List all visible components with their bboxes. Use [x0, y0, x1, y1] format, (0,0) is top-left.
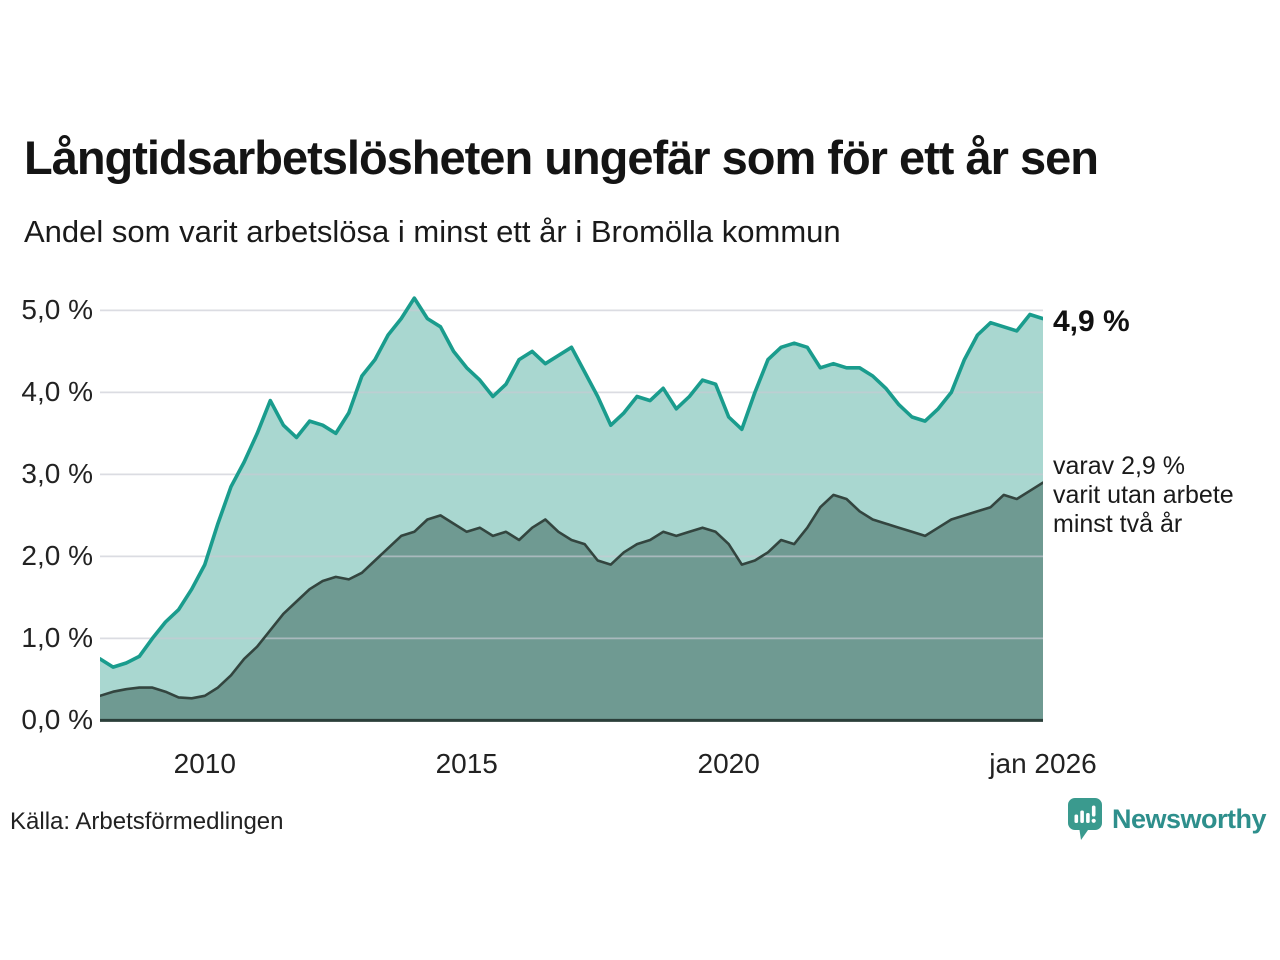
y-tick-label: 5,0 %: [21, 294, 93, 326]
x-tick-label: 2010: [173, 748, 236, 779]
page-title: Långtidsarbetslösheten ungefär som för e…: [24, 131, 1099, 184]
secondary-series-label-line3: minst två år: [1053, 510, 1183, 538]
series-line-2: [100, 481, 1043, 700]
secondary-series-label-line2: varit utan arbete: [1053, 481, 1234, 509]
newsworthy-logo-text: Newsworthy: [1111, 803, 1267, 834]
x-tick-label: 2020: [697, 748, 760, 779]
newsworthy-logo-icon: [1067, 798, 1102, 840]
series-line-1: [100, 296, 1043, 669]
latest-value-label: 4,9 %: [1053, 305, 1130, 338]
series-area-2: [100, 482, 1043, 721]
y-tick-label: 2,0 %: [21, 540, 93, 572]
y-tick-label: 4,0 %: [21, 376, 93, 408]
newsworthy-logo: Newsworthy: [1067, 798, 1267, 840]
y-tick-label: 0,0 %: [21, 704, 93, 736]
chart-subtitle: Andel som varit arbetslösa i minst ett å…: [24, 214, 841, 249]
area-chart-plot: [100, 296, 1043, 722]
x-tick-label: 2015: [435, 748, 498, 779]
source-caption: Källa: Arbetsförmedlingen: [10, 808, 284, 835]
y-tick-label: 1,0 %: [21, 622, 93, 654]
secondary-series-label-line1: varav 2,9 %: [1053, 452, 1186, 480]
x-tick-label: jan 2026: [989, 748, 1097, 779]
y-tick-label: 3,0 %: [21, 458, 93, 490]
secondary-series-label: varav 2,9 % varit utan arbete minst två …: [1053, 452, 1234, 539]
